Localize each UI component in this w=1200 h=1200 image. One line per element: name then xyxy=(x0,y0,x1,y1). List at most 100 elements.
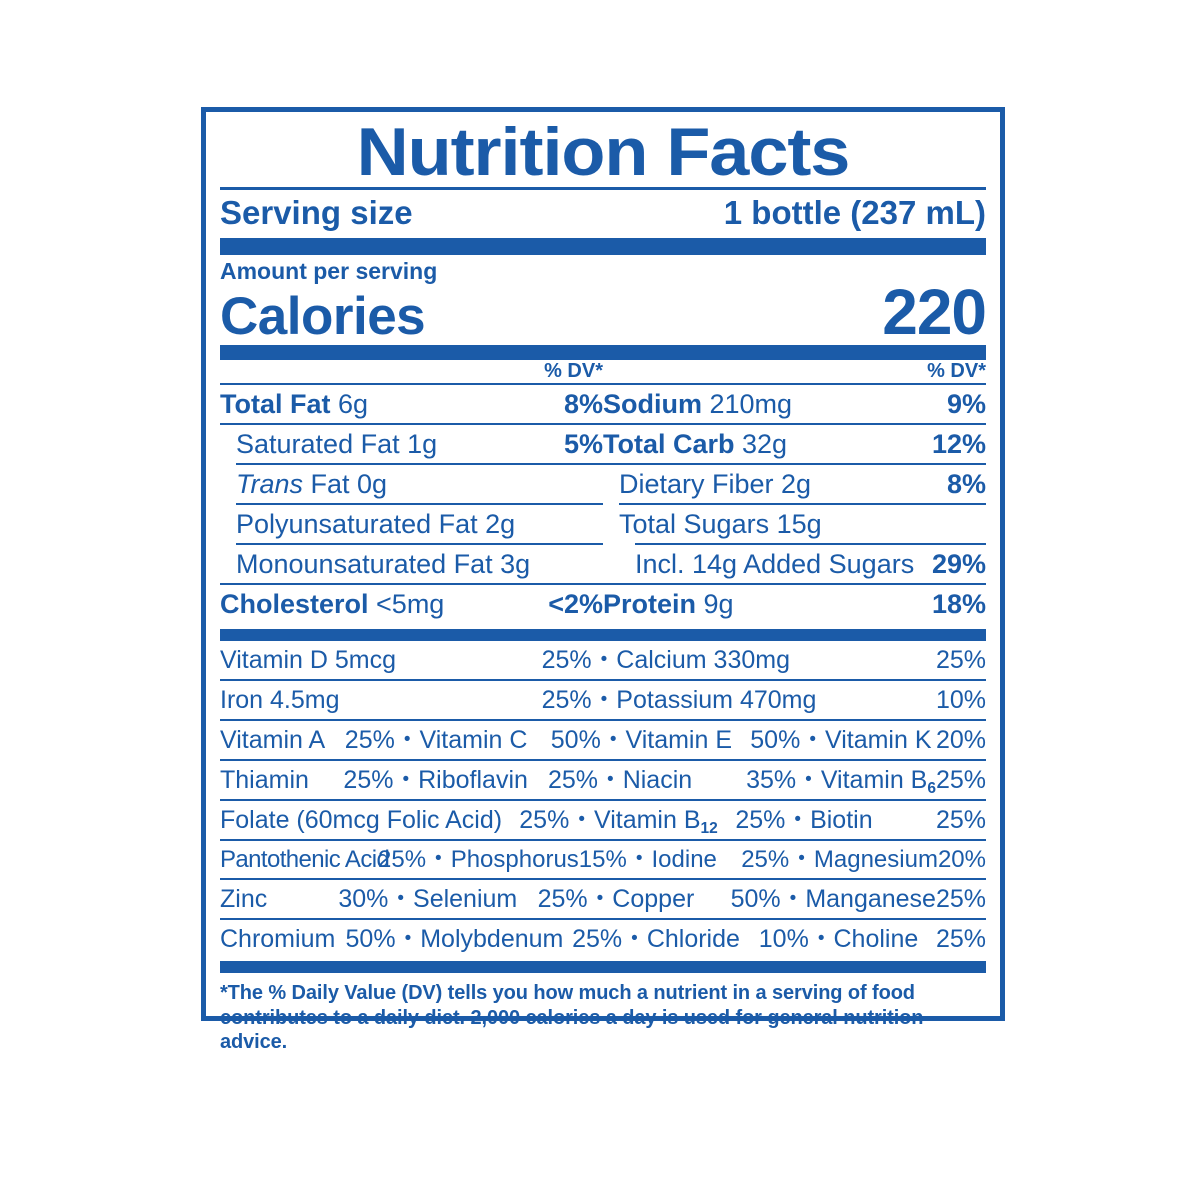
bullet-separator: • xyxy=(578,809,585,831)
calories-value: 220 xyxy=(882,275,987,348)
page-title: Nutrition Facts xyxy=(356,114,851,190)
nutrient-dv: 25% xyxy=(519,806,570,835)
nutrient-dv: 25% xyxy=(935,806,986,835)
nutrient-name: Vitamin K xyxy=(824,726,932,755)
nutrient-dv: 25% xyxy=(572,925,623,954)
bullet-separator: • xyxy=(609,729,617,751)
nutrient-name: Total Sugars 15g xyxy=(619,509,822,540)
table-row: Total Sugars 15g xyxy=(603,505,986,543)
table-row: Cholesterol <5mg <2% xyxy=(220,585,603,623)
divider xyxy=(220,878,986,881)
nutrient-name: Zinc xyxy=(220,885,268,914)
calories-label: Calories xyxy=(220,286,426,346)
nutrient-columns: % DV* Total Fat 6g 8% Saturated Fat 1g 5… xyxy=(220,360,986,623)
nutrient-name: Monounsaturated Fat 3g xyxy=(236,549,531,580)
divider xyxy=(619,503,986,506)
nutrient-dv: 25% xyxy=(935,885,987,914)
divider xyxy=(236,503,603,506)
nutrient-name: Pantothenic Acid xyxy=(220,846,390,874)
table-row: Vitamin D 5mcg 25% • Calcium 330mg 25% xyxy=(220,641,986,679)
serving-size-label: Serving size xyxy=(220,193,413,231)
table-row: Dietary Fiber 2g 8% xyxy=(603,465,986,503)
bullet-separator: • xyxy=(631,928,638,950)
nutrient-dv: 15% xyxy=(578,846,627,874)
nutrient-dv: 12% xyxy=(931,429,986,460)
divider xyxy=(635,543,986,546)
bullet-separator: • xyxy=(607,769,614,791)
nutrient-name: Vitamin B12 xyxy=(593,806,718,837)
nutrient-dv: 35% xyxy=(746,766,797,795)
divider xyxy=(220,383,603,386)
nutrient-name: Vitamin E xyxy=(625,726,733,755)
nutrient-name: Incl. 14g Added Sugars xyxy=(635,549,915,580)
nutrient-dv: 25% xyxy=(935,646,986,675)
nutrient-name: Calcium 330mg xyxy=(616,646,790,675)
dv-header-left: % DV* xyxy=(544,360,603,383)
table-row: Vitamin A 25% • Vitamin C 50% • Vitamin … xyxy=(220,721,986,759)
table-row: Protein 9g 18% xyxy=(603,585,986,623)
nutrient-name: Potassium 470mg xyxy=(616,686,817,715)
bullet-separator: • xyxy=(794,809,802,831)
nutrient-dv: 50% xyxy=(345,925,396,954)
nutrient-dv: 20% xyxy=(937,846,986,874)
nutrient-dv: 50% xyxy=(730,885,781,914)
nutrient-name: Biotin xyxy=(810,806,873,835)
nutrient-name: Polyunsaturated Fat 2g xyxy=(236,509,516,540)
subscript: 12 xyxy=(700,819,718,837)
nutrient-dv: 25% xyxy=(344,726,395,755)
bullet-separator: • xyxy=(635,848,643,870)
nutrient-name: Niacin xyxy=(622,766,693,795)
divider xyxy=(603,583,986,586)
nutrient-dv: 50% xyxy=(750,726,801,755)
nutrient-name: Iron 4.5mg xyxy=(220,686,340,715)
divider xyxy=(220,799,986,802)
nutrient-dv: 25% xyxy=(541,646,592,675)
table-row: Total Fat 6g 8% xyxy=(220,385,603,423)
table-row: Saturated Fat 1g 5% xyxy=(220,425,603,463)
divider xyxy=(603,423,986,426)
nutrient-name: Protein 9g xyxy=(603,589,734,620)
nutrient-name: Vitamin C xyxy=(419,726,528,755)
bullet-separator: • xyxy=(596,888,604,910)
nutrient-dv: 25% xyxy=(935,766,987,795)
nutrient-dv: 25% xyxy=(741,846,790,874)
table-row: Iron 4.5mg 25% • Potassium 470mg 10% xyxy=(220,681,986,719)
bullet-separator: • xyxy=(789,888,797,910)
divider xyxy=(603,383,986,386)
nutrient-name: Dietary Fiber 2g xyxy=(619,469,812,500)
nutrient-column-right: % DV* Sodium 210mg 9% Total Carb 32g 12%… xyxy=(603,360,986,623)
nutrient-dv: 25% xyxy=(735,806,786,835)
bullet-separator: • xyxy=(403,729,411,751)
nutrient-name: Total Fat 6g xyxy=(220,389,369,420)
nutrient-name: Chromium xyxy=(220,925,336,954)
divider xyxy=(236,463,603,466)
bullet-separator: • xyxy=(600,649,608,671)
table-row: Thiamin 25% • Riboflavin 25% • Niacin 35… xyxy=(220,761,986,799)
nutrient-name: Thiamin xyxy=(220,766,309,795)
bullet-separator: • xyxy=(404,928,412,950)
divider-thick-footnote xyxy=(220,961,986,974)
nutrient-dv: 25% xyxy=(541,686,592,715)
nutrient-name: Phosphorus xyxy=(450,846,579,874)
serving-size-row: Serving size 1 bottle (237 mL) xyxy=(220,190,986,238)
amount-per-serving-label: Amount per serving xyxy=(220,257,438,284)
nutrient-name: Cholesterol <5mg xyxy=(220,589,445,620)
divider xyxy=(220,423,603,426)
nutrition-facts-label: Nutrition Facts Serving size 1 bottle (2… xyxy=(201,107,1005,1053)
divider xyxy=(220,918,986,921)
nutrient-column-left: % DV* Total Fat 6g 8% Saturated Fat 1g 5… xyxy=(220,360,603,623)
nutrient-dv: 9% xyxy=(946,389,986,420)
nutrient-name: Vitamin D 5mcg xyxy=(220,646,396,675)
nutrient-name: Chloride xyxy=(646,925,740,954)
bullet-separator: • xyxy=(397,888,405,910)
divider-thick-top xyxy=(220,237,986,255)
table-row: Total Carb 32g 12% xyxy=(603,425,986,463)
divider xyxy=(220,719,986,722)
vitamins-section: Vitamin D 5mcg 25% • Calcium 330mg 25% I… xyxy=(220,641,986,958)
bullet-separator: • xyxy=(435,848,442,870)
nutrient-name: Sodium 210mg xyxy=(603,389,793,420)
nutrient-dv: 5% xyxy=(563,429,603,460)
nutrient-dv: 25% xyxy=(343,766,394,795)
bullet-separator: • xyxy=(798,848,805,870)
